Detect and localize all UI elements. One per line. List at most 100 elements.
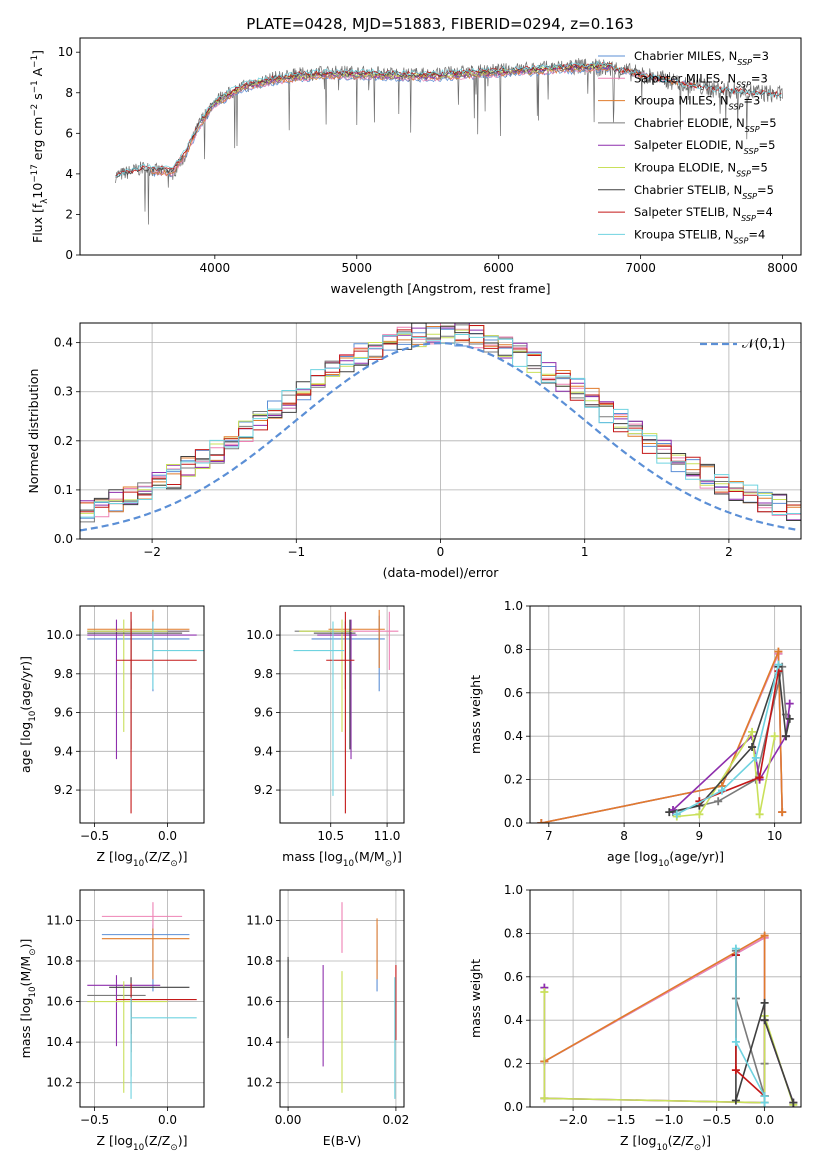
x-tick-label: −2.0 <box>559 1113 588 1127</box>
x-tick-label: 0.0 <box>158 829 177 843</box>
y-tick-label: 11.0 <box>246 913 273 927</box>
y-tick-label: 9.8 <box>254 667 273 681</box>
x-tick-label: 4000 <box>200 261 231 275</box>
y-tick-label: 0.8 <box>504 642 523 656</box>
x-tick-label: 0.02 <box>383 1113 410 1127</box>
y-axis-label: age [log10(age/yr)] <box>18 656 38 773</box>
age-vs-mass-panel: 10.5 11.0 9.2 9.4 9.6 9.8 10.0 mass [log10(M/M⊙… <box>246 605 405 869</box>
x-tick-label: 2 <box>725 545 733 559</box>
y-tick-label: 0.4 <box>504 1013 523 1027</box>
y-tick-label: 10.8 <box>246 954 273 968</box>
weight-vs-age-panel: 7 8 9 10 0.0 0.2 0.4 0.6 0.8 1.0 age [log10(age/yr… <box>468 599 802 869</box>
weight-point-kroupa-stelib <box>731 1037 740 1046</box>
y-tick-label: 11.0 <box>46 913 73 927</box>
y-axis-label: mass weight <box>468 675 483 754</box>
plot-area <box>540 931 798 1107</box>
y-tick-label: 4 <box>65 167 73 181</box>
y-tick-label: 0.6 <box>504 686 523 700</box>
x-axis-label: Z [log10(Z/Z⊙)] <box>97 849 188 869</box>
x-axis-label: Z [log10(Z/Z⊙)] <box>620 1133 711 1153</box>
axes-frame <box>529 889 802 1108</box>
x-tick-label: 11.0 <box>374 829 401 843</box>
y-tick-label: 0.2 <box>54 434 73 448</box>
x-tick-label: 9 <box>696 829 704 843</box>
plot-area <box>293 609 399 814</box>
weight-line-salpeter-stelib <box>735 955 766 1097</box>
residuals-panel: −2 −1 0 1 2 0.0 0.1 0.2 0.3 0.4 (data-model)/error… <box>26 322 802 580</box>
y-tick-label: 0.6 <box>504 970 523 984</box>
legend-entry: Kroupa STELIB, NSSP=4 <box>634 227 765 245</box>
axes-frame <box>79 37 802 256</box>
legend-entry: Kroupa MILES, NSSP=3 <box>634 94 760 112</box>
residual-histogram-chabrier-stelib <box>80 323 801 521</box>
weight-point-salpeter-elodie <box>785 699 794 708</box>
y-tick-label: 10.6 <box>246 995 273 1009</box>
y-tick-label: 10.4 <box>246 1035 273 1049</box>
y-tick-label: 0.4 <box>54 336 73 350</box>
y-tick-label: 10.2 <box>246 1076 273 1090</box>
model-spectrum-kroupa-miles <box>150 65 697 176</box>
x-tick-label: 7 <box>545 829 553 843</box>
y-tick-label: 10.6 <box>46 995 73 1009</box>
x-tick-label: 10 <box>767 829 782 843</box>
mass-vs-metallicity-panel: −0.5 0.0 10.2 10.4 10.6 10.8 11.0 Z [log10(Z/Z⊙… <box>18 889 205 1153</box>
y-tick-label: 9.4 <box>54 744 73 758</box>
weight-line-kroupa-stelib <box>676 664 780 816</box>
x-axis-label: age [log10(age/yr)] <box>607 849 724 869</box>
x-tick-label: −0.5 <box>702 1113 731 1127</box>
weight-point-kroupa-elodie <box>540 987 549 996</box>
y-tick-label: 9.8 <box>54 667 73 681</box>
y-tick-label: 0.3 <box>54 385 73 399</box>
y-axis-label: mass weight <box>468 959 483 1038</box>
weight-point-kroupa-elodie <box>770 732 779 741</box>
y-axis-label: mass [log10(M/M⊙)] <box>18 939 38 1059</box>
y-axis-label: Flux [fλ10−17 erg cm−2 s−1 A−1] <box>30 50 50 243</box>
x-tick-label: 0.00 <box>275 1113 302 1127</box>
y-tick-label: 0.4 <box>504 729 523 743</box>
y-tick-label: 9.2 <box>254 783 273 797</box>
x-tick-label: 0 <box>437 545 445 559</box>
legend-entry: Chabrier STELIB, NSSP=5 <box>634 183 774 201</box>
x-tick-label: 10.5 <box>317 829 344 843</box>
x-tick-label: 8000 <box>767 261 798 275</box>
weight-point-chabrier-stelib <box>731 1096 740 1105</box>
weight-point-chabrier-stelib <box>748 743 757 752</box>
weight-point-chabrier-elodie <box>714 797 723 806</box>
x-tick-label: −1 <box>287 545 305 559</box>
legend-entry: Salpeter MILES, NSSP=3 <box>634 71 768 89</box>
x-tick-label: 1 <box>581 545 589 559</box>
x-tick-label: −1.0 <box>654 1113 683 1127</box>
weight-vs-metallicity-panel: −2.0 −1.5 −1.0 −0.5 0.0 0.0 0.2 0.4 0.6 0.8 1.0 Z [… <box>468 883 802 1153</box>
legend-entry: 𝒩(0,1) <box>742 337 785 352</box>
axes-frame <box>79 605 205 824</box>
axes-frame <box>279 889 405 1108</box>
x-tick-label: 6000 <box>483 261 514 275</box>
plot-area <box>115 58 783 225</box>
y-tick-label: 0.0 <box>54 532 73 546</box>
y-tick-label: 0.8 <box>504 926 523 940</box>
y-tick-label: 1.0 <box>504 883 523 897</box>
model-spectrum-chabrier-elodie <box>200 64 612 124</box>
spectrum-panel: 4000 5000 6000 7000 8000 0 2 4 6 8 10 wavelength [A… <box>30 37 802 296</box>
plot-area <box>287 902 397 1099</box>
weight-point-kroupa-elodie <box>755 810 764 819</box>
weight-point-kroupa-stelib <box>672 810 681 819</box>
y-tick-label: 10 <box>58 45 73 59</box>
weight-line-chabrier-miles <box>544 936 766 1097</box>
weight-point-kroupa-miles <box>760 931 769 940</box>
axes-frame <box>79 889 205 1108</box>
y-tick-label: 9.2 <box>54 783 73 797</box>
weight-line-kroupa-miles <box>544 934 766 1097</box>
x-tick-label: 5000 <box>341 261 372 275</box>
x-tick-label: −2 <box>143 545 161 559</box>
y-tick-label: 0.2 <box>504 1057 523 1071</box>
plot-area <box>87 902 197 1099</box>
model-spectrum-chabrier-stelib <box>115 61 782 178</box>
axes-frame <box>529 605 802 824</box>
y-tick-label: 0.2 <box>504 773 523 787</box>
y-tick-label: 9.6 <box>54 706 73 720</box>
weight-point-chabrier-stelib <box>665 808 674 817</box>
y-tick-label: 10.4 <box>46 1035 73 1049</box>
weight-point-kroupa-stelib <box>760 1098 769 1107</box>
